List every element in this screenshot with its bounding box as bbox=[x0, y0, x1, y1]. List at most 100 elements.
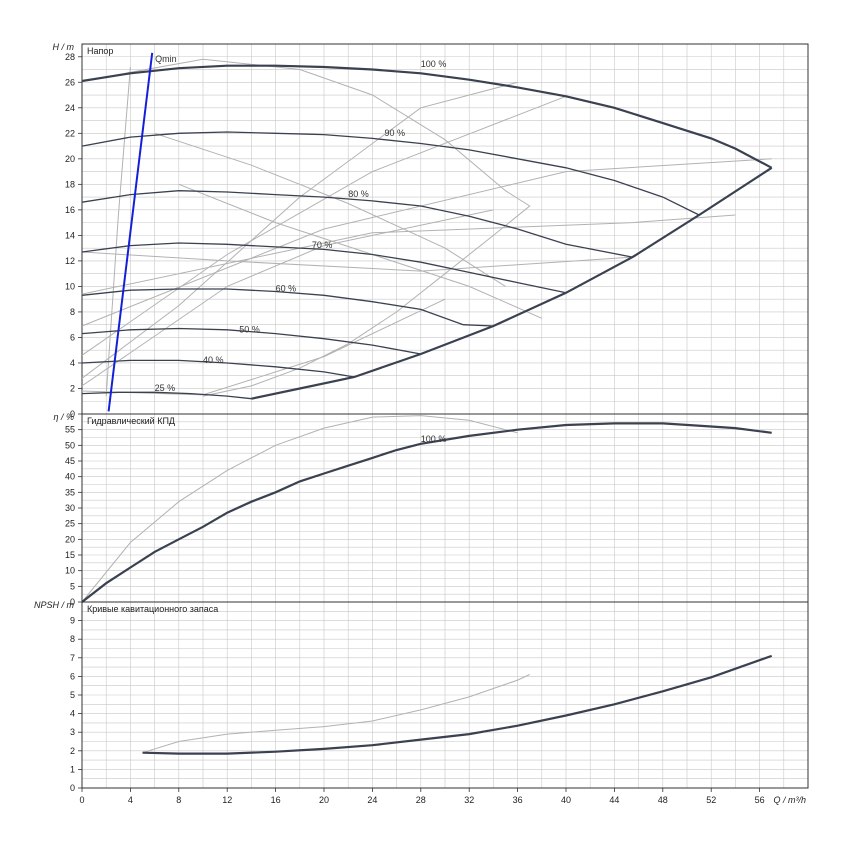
panel-title: Гидравлический КПД bbox=[87, 416, 175, 426]
iso-curve bbox=[81, 209, 494, 387]
y-tick-label: 35 bbox=[65, 487, 75, 497]
y-tick-label: 22 bbox=[65, 128, 75, 138]
y-tick-label: 5 bbox=[70, 690, 75, 700]
y-tick-label: 8 bbox=[70, 307, 75, 317]
y-tick-label: 15 bbox=[65, 550, 75, 560]
y-tick-label: 3 bbox=[70, 727, 75, 737]
x-tick-label: 24 bbox=[367, 795, 377, 805]
speed-curve bbox=[81, 64, 773, 169]
x-tick-label: 8 bbox=[176, 795, 181, 805]
speed-curve-label: 60 % bbox=[276, 284, 297, 294]
y-axis-label: H / m bbox=[53, 42, 75, 52]
y-tick-label: 2 bbox=[70, 746, 75, 756]
iso-curves bbox=[142, 674, 530, 754]
iso-curve bbox=[81, 251, 633, 272]
x-axis-label: Q / m³/h bbox=[773, 795, 806, 805]
y-tick-label: 4 bbox=[70, 709, 75, 719]
y-tick-label: 0 bbox=[70, 409, 75, 419]
speed-curve-label: 70 % bbox=[312, 240, 333, 250]
y-tick-label: 50 bbox=[65, 440, 75, 450]
speed-curve-label: 100 % bbox=[421, 59, 447, 69]
y-tick-label: 10 bbox=[65, 281, 75, 291]
x-tick-label: 52 bbox=[706, 795, 716, 805]
y-tick-label: 6 bbox=[70, 671, 75, 681]
y-tick-label: 9 bbox=[70, 616, 75, 626]
x-tick-label: 56 bbox=[755, 795, 765, 805]
speed-curve bbox=[81, 391, 252, 400]
iso-curve bbox=[81, 415, 518, 603]
y-axis-label: η / % bbox=[53, 412, 74, 422]
x-tick-label: 0 bbox=[79, 795, 84, 805]
x-tick-label: 48 bbox=[658, 795, 668, 805]
y-tick-label: 20 bbox=[65, 154, 75, 164]
iso-curve bbox=[81, 58, 531, 397]
iso-curve bbox=[81, 95, 567, 356]
y-tick-label: 55 bbox=[65, 425, 75, 435]
y-tick-label: 20 bbox=[65, 534, 75, 544]
speed-curve-label: 90 % bbox=[385, 128, 406, 138]
y-tick-label: 18 bbox=[65, 179, 75, 189]
y-tick-label: 5 bbox=[70, 581, 75, 591]
max-flow-curve bbox=[251, 166, 773, 400]
y-tick-label: 0 bbox=[70, 597, 75, 607]
x-tick-label: 16 bbox=[271, 795, 281, 805]
panel-title: Напор bbox=[87, 46, 113, 56]
y-tick-label: 16 bbox=[65, 205, 75, 215]
y-tick-label: 4 bbox=[70, 358, 75, 368]
x-tick-label: 36 bbox=[513, 795, 523, 805]
grid bbox=[81, 601, 809, 789]
efficiency-panel: 0 5 10 15 20 25 30 35 40 45 50 55 Гидравлический КПД… bbox=[53, 412, 809, 607]
grid bbox=[81, 43, 809, 415]
y-tick-label: 7 bbox=[70, 653, 75, 663]
x-tick-label: 12 bbox=[222, 795, 232, 805]
y-tick-label: 28 bbox=[65, 52, 75, 62]
iso-curve bbox=[105, 66, 131, 397]
speed-curve bbox=[81, 288, 494, 327]
y-tick-label: 6 bbox=[70, 332, 75, 342]
y-tick-label: 10 bbox=[65, 566, 75, 576]
y-tick-label: 2 bbox=[70, 383, 75, 393]
speed-curve bbox=[81, 190, 633, 258]
x-tick-label: 4 bbox=[128, 795, 133, 805]
x-tick-label: 44 bbox=[609, 795, 619, 805]
speed-curve-label: 25 % bbox=[155, 383, 176, 393]
iso-curve bbox=[81, 298, 446, 396]
y-tick-label: 40 bbox=[65, 472, 75, 482]
speed-curve bbox=[81, 242, 567, 294]
y-tick-label: 45 bbox=[65, 456, 75, 466]
y-tick-label: 30 bbox=[65, 503, 75, 513]
x-tick-label: 28 bbox=[416, 795, 426, 805]
iso-curve bbox=[142, 674, 530, 754]
x-tick-label: 40 bbox=[561, 795, 571, 805]
y-tick-label: 8 bbox=[70, 634, 75, 644]
x-tick-label: 20 bbox=[319, 795, 329, 805]
series-line bbox=[81, 422, 772, 603]
iso-curves bbox=[81, 415, 518, 603]
y-tick-label: 0 bbox=[70, 783, 75, 793]
y-tick-label: 24 bbox=[65, 103, 75, 113]
qmin-line bbox=[107, 52, 154, 412]
series-label: 100 % bbox=[421, 434, 447, 444]
x-tick-label: 32 bbox=[464, 795, 474, 805]
y-tick-label: 1 bbox=[70, 764, 75, 774]
y-tick-label: 14 bbox=[65, 230, 75, 240]
y-tick-label: 25 bbox=[65, 519, 75, 529]
y-tick-label: 12 bbox=[65, 256, 75, 266]
speed-curve-label: 50 % bbox=[239, 324, 260, 334]
iso-curve bbox=[81, 158, 772, 327]
speed-curve bbox=[81, 327, 421, 355]
iso-curve bbox=[154, 132, 506, 287]
speed-curve-label: 80 % bbox=[348, 189, 369, 199]
iso-curve bbox=[81, 214, 736, 295]
qmin-label: Qmin bbox=[155, 54, 177, 64]
speed-curve bbox=[81, 359, 355, 378]
speed-curve bbox=[81, 131, 700, 216]
iso-curves bbox=[81, 58, 772, 397]
series-line bbox=[142, 654, 773, 755]
speed-curve-label: 40 % bbox=[203, 355, 224, 365]
panel-title: Кривые кавитационного запаса bbox=[87, 604, 218, 614]
y-tick-label: 26 bbox=[65, 77, 75, 87]
